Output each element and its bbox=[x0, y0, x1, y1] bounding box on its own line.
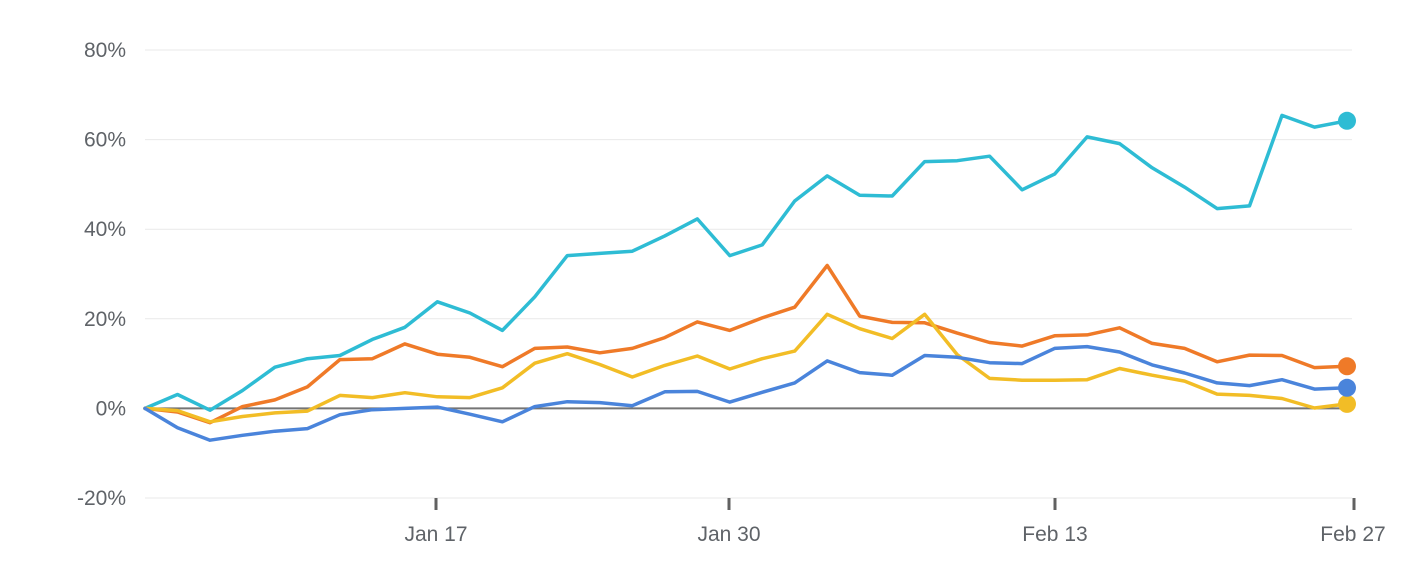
series-line-2 bbox=[143, 312, 1349, 424]
x-tick-label: Feb 27 bbox=[1320, 523, 1385, 546]
y-tick-label: 80% bbox=[84, 39, 126, 62]
series-line-1 bbox=[143, 263, 1349, 425]
grid-layer bbox=[145, 49, 1352, 499]
series-end-marker-2[interactable] bbox=[1338, 394, 1356, 413]
x-tick-label: Jan 17 bbox=[404, 523, 467, 546]
series-end-marker-0[interactable] bbox=[1338, 111, 1356, 130]
y-tick-label: 60% bbox=[84, 129, 126, 152]
y-axis: 80% 60% 40% 20% 0% -20% bbox=[77, 39, 126, 510]
series-end-marker-1[interactable] bbox=[1338, 357, 1356, 376]
series-line-3 bbox=[143, 344, 1349, 442]
end-markers bbox=[1338, 111, 1356, 413]
x-tick-label: Feb 13 bbox=[1022, 523, 1087, 546]
y-tick-label: 20% bbox=[84, 308, 126, 331]
x-axis: Jan 17 Jan 30 Feb 13 Feb 27 bbox=[404, 498, 1386, 546]
series-layer bbox=[143, 113, 1349, 442]
series-line-0 bbox=[143, 113, 1349, 412]
y-tick-label: -20% bbox=[77, 487, 126, 510]
y-tick-label: 0% bbox=[96, 397, 126, 420]
y-tick-label: 40% bbox=[84, 218, 126, 241]
series-end-marker-3[interactable] bbox=[1338, 378, 1356, 397]
x-tick-label: Jan 30 bbox=[697, 523, 760, 546]
